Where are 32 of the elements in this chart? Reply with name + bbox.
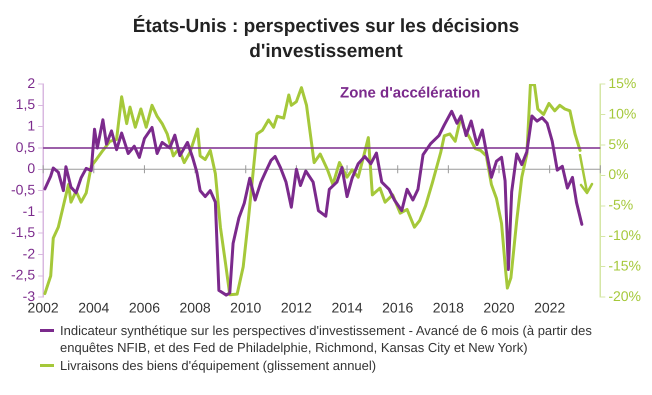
y2-tick-label: -15%: [608, 258, 642, 274]
y-tick-label: -1,5: [11, 224, 36, 240]
chart-title: États-Unis : perspectives sur les décisions d'investissement: [132, 14, 520, 64]
y2-tick-label: -10%: [608, 227, 642, 244]
x-tick-label: 2016: [382, 299, 414, 316]
x-tick-label: 2006: [128, 299, 160, 316]
y2-tick-label: 15%: [608, 74, 636, 91]
y-tick-label: 0,5: [16, 138, 36, 155]
y-tick-label: -1: [22, 202, 36, 219]
y-tick-label: -0,5: [11, 181, 36, 198]
y-tick-label: -2,5: [11, 266, 36, 283]
y-tick-label: -2: [22, 245, 36, 262]
x-tick-label: 2020: [483, 299, 515, 316]
y-tick-label: 1: [27, 118, 36, 134]
x-tick-label: 2008: [180, 299, 211, 316]
legend-label: Indicateur synthétique sur les perspectives d'investissement - Avancé de 6 mois (à partir des enquêtes NFIB, et des Fed de Philadelphie, Richmond, Kansas City et New York): [60, 322, 593, 356]
x-tick-label: 2010: [230, 299, 262, 316]
y2-tick-label: 0%: [608, 166, 629, 182]
y2-tick-label: 10%: [608, 105, 636, 122]
y2-tick-label: -20%: [608, 288, 642, 304]
x-tick-label: 2018: [432, 299, 464, 316]
x-tick-label: 2004: [78, 299, 110, 316]
y2-tick-label: 5%: [608, 136, 629, 152]
y-tick-label: 0: [27, 160, 36, 176]
legend-label: Livraisons des biens d'équipement (glissement annuel): [60, 357, 376, 374]
y-tick-label: 2: [27, 74, 36, 91]
ref-line-label: Zone d'accélération: [340, 84, 480, 102]
x-tick-label: 2012: [280, 299, 312, 316]
y-tick-label: 1,5: [16, 96, 36, 112]
x-tick-label: 2022: [534, 299, 566, 316]
y2-tick-label: -5%: [608, 196, 634, 213]
x-tick-label: 2014: [331, 299, 363, 316]
